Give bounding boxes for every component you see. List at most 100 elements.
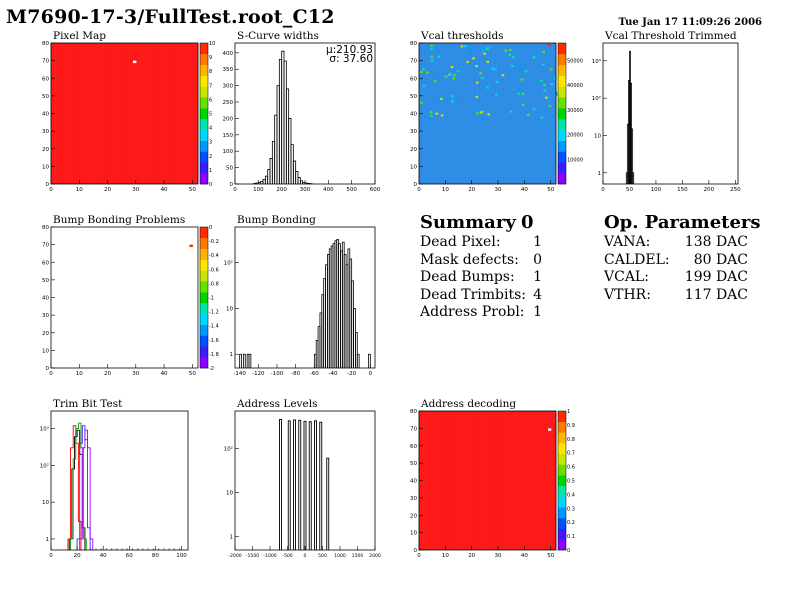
colorbar-label: 50000 (567, 58, 583, 64)
colorbar-segment (558, 496, 566, 508)
x-tick-label: 400 (323, 187, 334, 193)
colorbar-label: -2 (209, 366, 214, 372)
plot-frame (234, 226, 376, 369)
baseline-marker (173, 548, 175, 550)
y-tick-label: 50 (410, 461, 417, 467)
x-tick-label: 30 (132, 371, 139, 377)
heatmap-cell (501, 74, 505, 77)
heatmap-cell (435, 77, 439, 80)
x-tick-label: 0 (233, 187, 237, 193)
heatmap-cell (511, 56, 515, 59)
x-tick-label: 20 (104, 187, 111, 193)
chart-title: S-Curve widths (237, 30, 319, 42)
colorbar-segment (200, 335, 208, 347)
colorbar-label: 0.3 (567, 506, 575, 512)
heatmap-cell (524, 70, 528, 73)
y-tick-label: 150 (223, 133, 234, 139)
colorbar-frame (199, 42, 209, 185)
y-tick-label: 60 (42, 76, 49, 82)
colorbar-label: 30000 (567, 108, 583, 114)
colorbar-segment (200, 281, 208, 293)
op-param-label: VANA: (604, 234, 651, 250)
y-tick-label: 400 (223, 51, 234, 57)
summary-block: Summary 0 Dead Pixel: 1 Mask defects: 0 Dead… (420, 212, 542, 332)
heatmap-cell (504, 49, 508, 52)
y-tick-label: 10 (410, 531, 417, 537)
y-tick-label: 80 (410, 41, 417, 47)
heatmap-cell (548, 105, 552, 108)
colorbar-label: 5 (209, 112, 212, 118)
colorbar-segment (558, 443, 566, 455)
colorbar-label: 0.9 (567, 423, 575, 429)
heatmap-cell (509, 48, 512, 52)
heatmap-cell (430, 59, 434, 62)
colorbar-label: 9 (209, 55, 212, 61)
heatmap-cell (480, 77, 484, 80)
heatmap-cell (452, 77, 456, 80)
summary-value: 4 (533, 286, 542, 303)
baseline-marker (95, 548, 97, 550)
heatmap-cell (420, 101, 423, 104)
colorbar-label: 0.2 (567, 520, 575, 526)
heatmap-cell (460, 45, 464, 48)
x-tick-label: 40 (161, 371, 168, 377)
x-tick-label: 80 (152, 553, 159, 559)
colorbar-label: -0.4 (209, 253, 219, 259)
heatmap-cell (517, 92, 520, 95)
colorbar-label: 0 (567, 548, 570, 554)
colorbar-segment (558, 129, 566, 141)
y-tick-label: 1 (46, 537, 50, 543)
y-tick-label: 1 (598, 171, 602, 177)
y-tick-label: 1 (230, 535, 234, 541)
x-tick-label: -80 (291, 371, 300, 377)
baseline-marker (90, 548, 92, 550)
histogram-bin (631, 128, 634, 184)
heatmap-cell (509, 110, 513, 113)
x-tick-label: 600 (370, 187, 381, 193)
heatmap-cell (481, 117, 485, 121)
heatmap-cell (430, 55, 434, 58)
histogram-bin (632, 172, 635, 184)
x-tick-label: 50 (626, 187, 633, 193)
heatmap-cell (444, 75, 448, 78)
heatmap-cell (532, 108, 536, 111)
y-tick-label: 0 (414, 182, 418, 188)
y-tick-label: 20 (410, 513, 417, 519)
x-tick-label: 50 (547, 553, 554, 559)
colorbar-segment (200, 248, 208, 260)
y-tick-label: 50 (42, 278, 49, 284)
heatmap-cell (550, 82, 554, 86)
heatmap-cell (479, 111, 483, 114)
colorbar-label: 4 (209, 126, 212, 132)
histogram-bin (355, 331, 358, 368)
y-tick-label: 20 (410, 147, 417, 153)
heatmap-cell (450, 65, 454, 69)
y-tick-label: 10 (42, 500, 49, 506)
x-tick-label: 50 (547, 187, 554, 193)
heatmap-cell (425, 115, 429, 118)
colorbar-segment (558, 118, 566, 131)
address-level-peak (308, 421, 312, 550)
heatmap-cell (511, 64, 514, 67)
op-params-block: Op. Parameters VANA: 138 DAC CALDEL: 80 DAC… (604, 212, 761, 312)
x-tick-label: 30 (132, 187, 139, 193)
heatmap-cell (540, 116, 544, 119)
heatmap-cell (545, 96, 548, 99)
heatmap-cell (495, 93, 498, 96)
colorbar-segment (558, 162, 566, 174)
colorbar-segment (558, 75, 566, 87)
colorbar-label: 0.7 (567, 451, 575, 457)
colorbar-segment (200, 227, 208, 239)
summary-value: 0 (533, 251, 542, 268)
y-tick-label: 40 (410, 479, 417, 485)
op-param-value: 199 DAC (684, 269, 748, 285)
colorbar-segment (200, 162, 208, 174)
colorbar-segment (558, 485, 566, 497)
colorbar-label: 10 (209, 41, 215, 47)
summary-value: 1 (533, 269, 542, 285)
chart-title: Pixel Map (53, 30, 106, 42)
y-tick-label: 50 (410, 94, 417, 100)
heatmap-cell (532, 56, 536, 59)
